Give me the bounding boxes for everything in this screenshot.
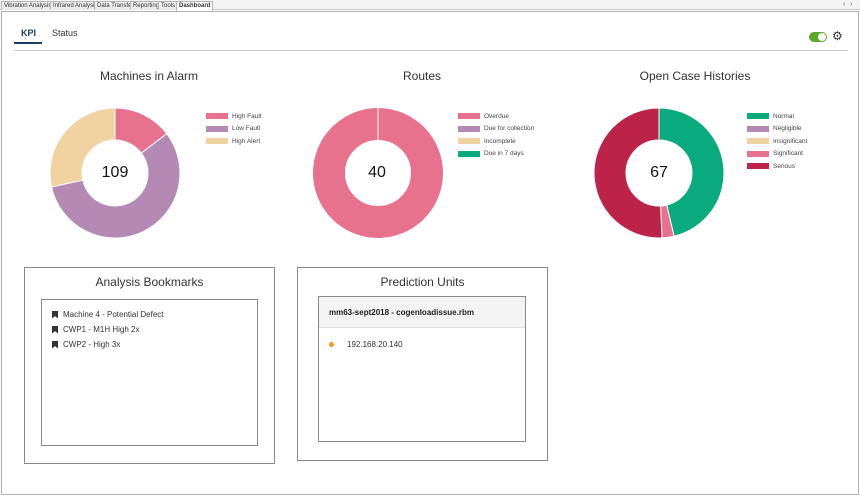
- active-tab-indicator: [14, 42, 42, 44]
- bookmark-label: CWP1 - M1H High 2x: [63, 325, 140, 334]
- legend-label: Insignificant: [773, 137, 808, 145]
- bookmark-label: Machine 4 - Potential Defect: [63, 310, 164, 319]
- legend-label: High Fault: [232, 112, 262, 120]
- legend-item[interactable]: Insignificant: [747, 135, 807, 148]
- open-case-histories-total: 67: [650, 164, 668, 181]
- legend-item[interactable]: Due for collection: [458, 123, 534, 136]
- legend-swatch: [458, 113, 480, 120]
- legend-item[interactable]: High Alert: [206, 135, 262, 148]
- routes-legend: Overdue Due for collection Incomplete Du…: [458, 110, 534, 160]
- legend-label: High Alert: [232, 137, 261, 145]
- bookmark-icon: [52, 310, 58, 319]
- legend-swatch: [206, 138, 228, 145]
- routes-donut[interactable]: [312, 107, 444, 239]
- legend-label: Serious: [773, 162, 796, 170]
- legend-label: Overdue: [484, 112, 509, 120]
- analysis-bookmarks-title: Analysis Bookmarks: [95, 275, 204, 289]
- legend-item[interactable]: Overdue: [458, 110, 534, 123]
- legend-swatch: [458, 150, 480, 157]
- legend-item[interactable]: Due in 7 days: [458, 148, 534, 161]
- legend-swatch: [747, 125, 769, 132]
- legend-item[interactable]: Normal: [747, 110, 807, 123]
- chart-title-routes: Routes: [402, 69, 442, 83]
- legend-label: Significant: [773, 150, 803, 158]
- legend-item[interactable]: Significant: [747, 148, 807, 161]
- legend-label: Incomplete: [484, 137, 516, 145]
- doc-tab-vibration-analysis[interactable]: Vibration Analysis: [1, 1, 55, 10]
- tab-divider: [14, 50, 848, 51]
- tab-status[interactable]: Status: [52, 28, 78, 38]
- legend-swatch: [206, 113, 228, 120]
- legend-item[interactable]: Negligible: [747, 123, 807, 136]
- bookmarks-list: Machine 4 - Potential Defect CWP1 - M1H …: [41, 299, 258, 446]
- legend-item[interactable]: Incomplete: [458, 135, 534, 148]
- toggle-knob: [818, 33, 826, 41]
- scroll-left-icon[interactable]: ‹: [843, 1, 846, 8]
- doc-tab-infrared-analysis[interactable]: Infrared Analysis: [50, 1, 101, 10]
- routes-total: 40: [368, 164, 386, 181]
- prediction-unit-card: mm63-sept2018 - cogenloadissue.rbm 192.1…: [318, 296, 526, 442]
- legend-swatch: [747, 138, 769, 145]
- legend-swatch: [747, 150, 769, 157]
- machines-in-alarm-total: 109: [101, 164, 129, 181]
- doc-tab-dashboard[interactable]: Dashboard: [176, 1, 214, 11]
- analysis-bookmarks-panel: Analysis Bookmarks Machine 4 - Potential…: [24, 267, 275, 464]
- donut-slice-high-alert[interactable]: [49, 107, 116, 188]
- bookmark-icon: [52, 340, 58, 349]
- status-dot-icon: [329, 342, 334, 347]
- prediction-unit-row[interactable]: 192.168.20.140: [329, 340, 403, 349]
- open-case-histories-donut[interactable]: [593, 107, 725, 239]
- bookmark-label: CWP2 - High 3x: [63, 340, 121, 349]
- prediction-unit-ip: 192.168.20.140: [347, 340, 403, 349]
- bookmark-item[interactable]: CWP1 - M1H High 2x: [52, 325, 139, 334]
- machines-in-alarm-legend: High Fault Low Fault High Alert: [206, 110, 262, 148]
- chart-title-open-case-histories: Open Case Histories: [639, 69, 751, 83]
- bookmark-item[interactable]: CWP2 - High 3x: [52, 340, 120, 349]
- legend-swatch: [206, 125, 228, 132]
- legend-swatch: [458, 125, 480, 132]
- legend-item[interactable]: Serious: [747, 160, 807, 173]
- bookmark-item[interactable]: Machine 4 - Potential Defect: [52, 310, 164, 319]
- machines-in-alarm-donut[interactable]: [49, 107, 181, 239]
- open-case-histories-legend: Normal Negligible Insignificant Signific…: [747, 110, 807, 173]
- tab-kpi[interactable]: KPI: [21, 28, 37, 38]
- donut-slice-serious[interactable]: [593, 107, 663, 239]
- prediction-unit-header[interactable]: mm63-sept2018 - cogenloadissue.rbm: [319, 297, 525, 328]
- prediction-units-panel: Prediction Units mm63-sept2018 - cogenlo…: [297, 267, 548, 461]
- scroll-right-icon[interactable]: ›: [850, 1, 853, 8]
- legend-item[interactable]: Low Fault: [206, 123, 262, 136]
- donut-slice-low-fault[interactable]: [50, 133, 181, 239]
- donut-slice-normal[interactable]: [658, 107, 725, 237]
- document-tab-bar: Vibration Analysis Infrared Analysis Dat…: [0, 0, 860, 11]
- bookmark-icon: [52, 325, 58, 334]
- legend-label: Due for collection: [484, 125, 535, 133]
- doc-tab-tools[interactable]: Tools: [158, 1, 179, 10]
- legend-swatch: [747, 163, 769, 170]
- legend-label: Due in 7 days: [484, 150, 524, 158]
- auto-refresh-toggle[interactable]: [809, 32, 827, 42]
- legend-item[interactable]: High Fault: [206, 110, 262, 123]
- legend-swatch: [458, 138, 480, 145]
- gear-icon[interactable]: ⚙: [832, 29, 843, 43]
- legend-swatch: [747, 113, 769, 120]
- legend-label: Normal: [773, 112, 794, 120]
- prediction-units-title: Prediction Units: [380, 275, 465, 289]
- legend-label: Negligible: [773, 125, 802, 133]
- chart-title-machines-in-alarm: Machines in Alarm: [99, 69, 199, 83]
- legend-label: Low Fault: [232, 125, 261, 133]
